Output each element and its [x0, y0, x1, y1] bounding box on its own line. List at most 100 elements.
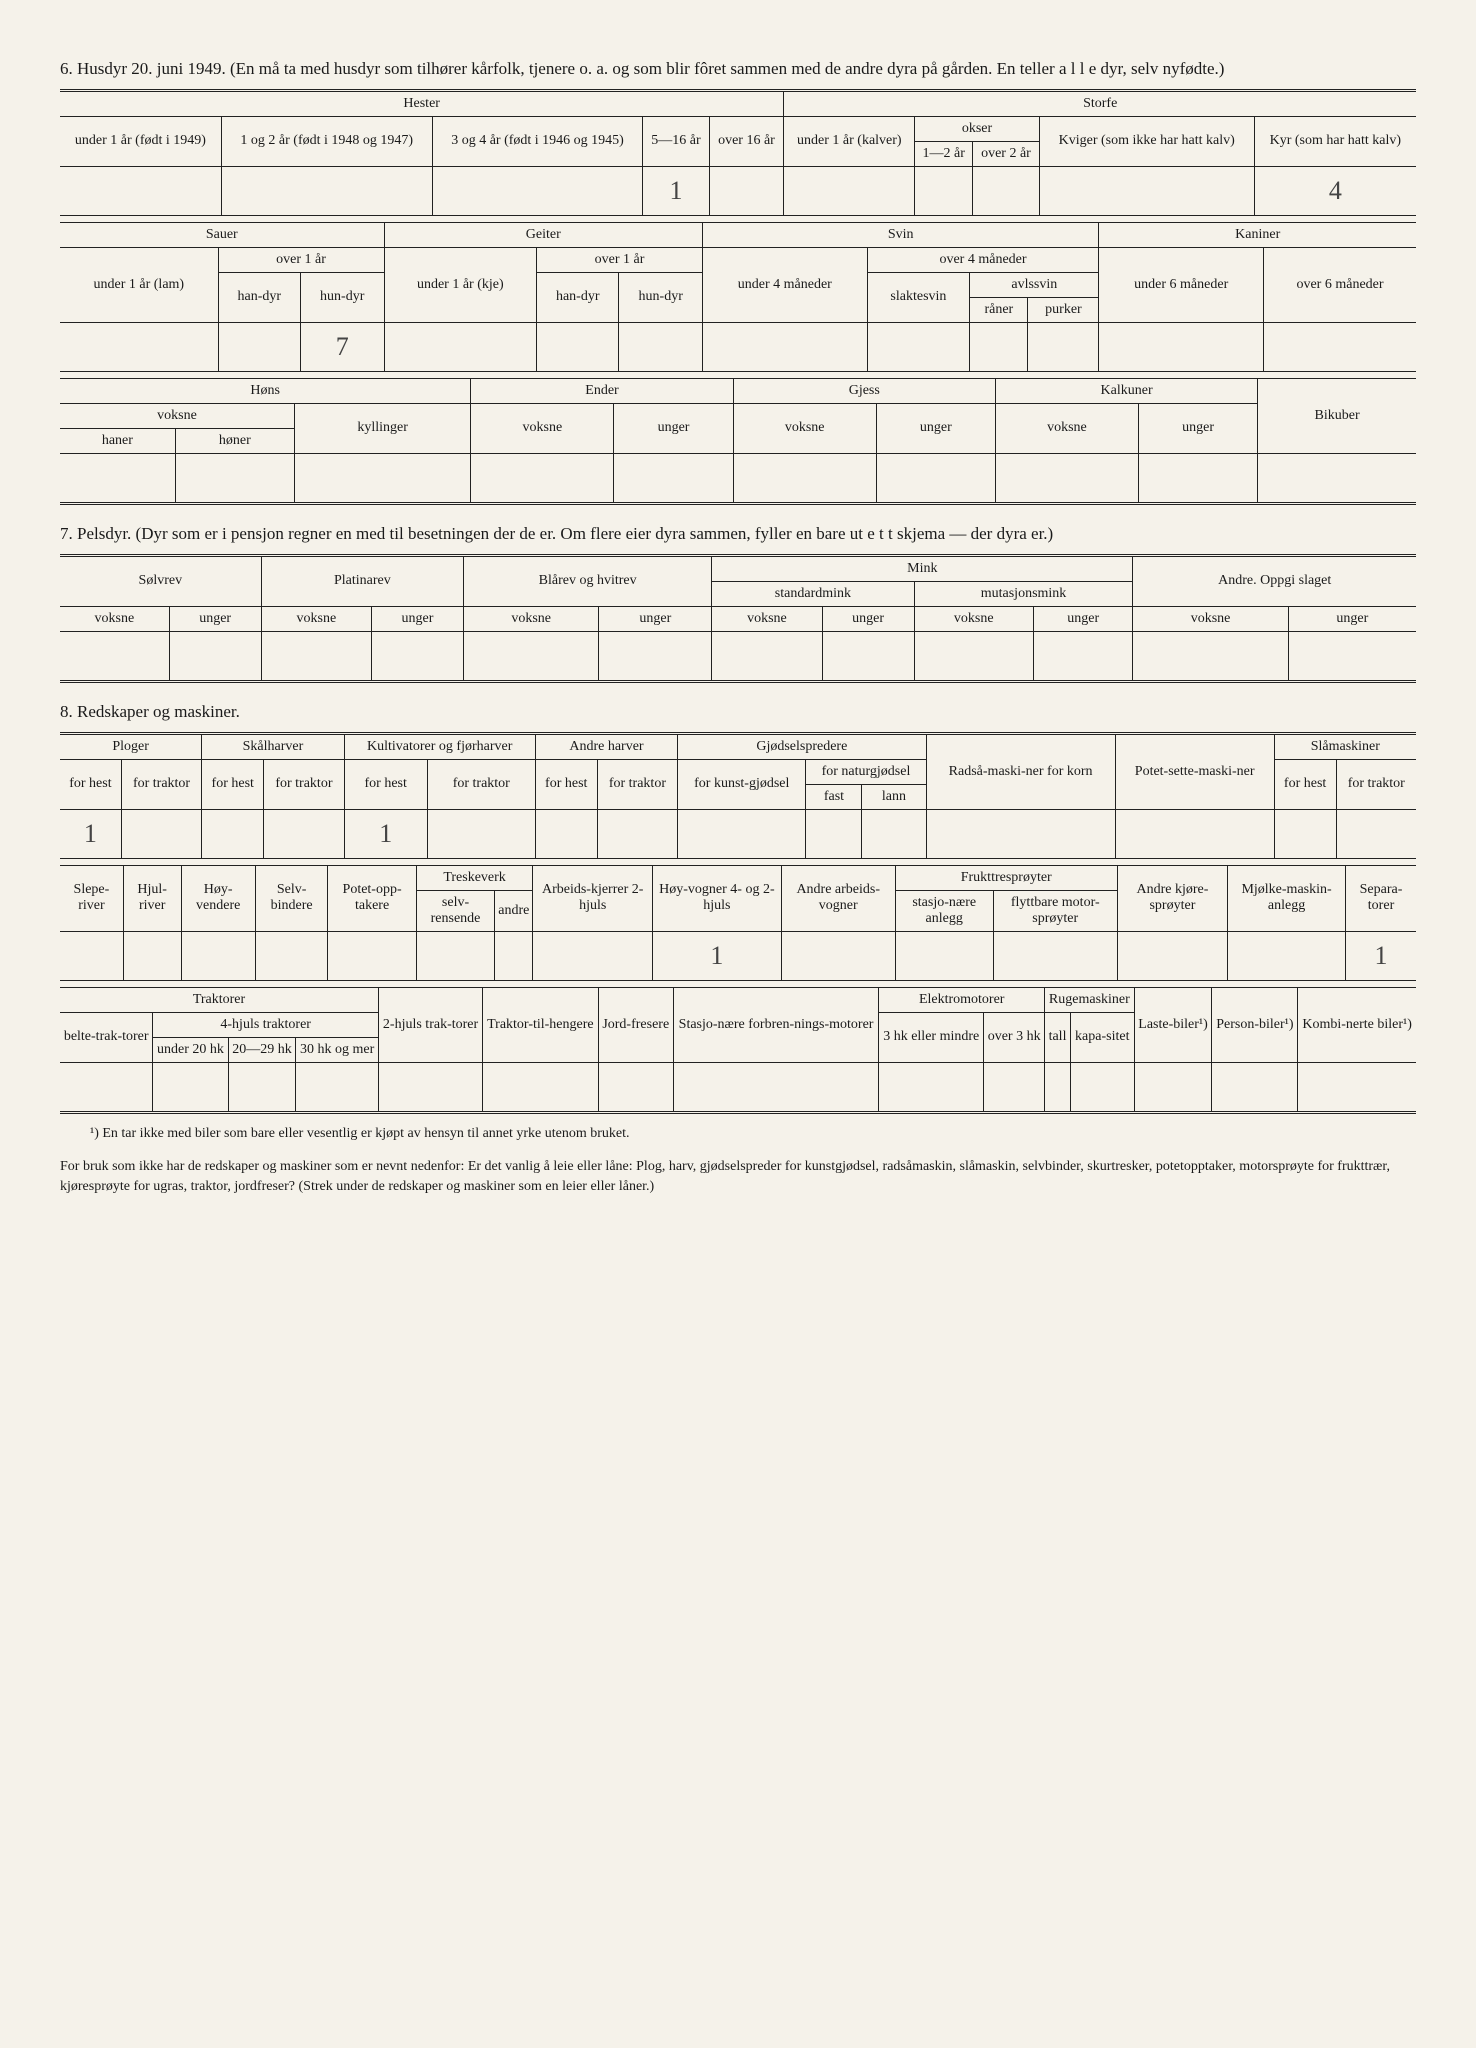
cell[interactable]: [60, 322, 218, 371]
cell[interactable]: [712, 631, 822, 681]
cell[interactable]: [169, 631, 261, 681]
cell[interactable]: [984, 1062, 1045, 1112]
cell[interactable]: [619, 322, 703, 371]
geiter-handyr: han-dyr: [537, 272, 619, 322]
cell[interactable]: [993, 931, 1117, 980]
cell[interactable]: [1288, 631, 1416, 681]
cell[interactable]: [867, 322, 970, 371]
forhest: for hest: [535, 759, 597, 809]
cell[interactable]: [598, 1062, 673, 1112]
cell[interactable]: [60, 631, 169, 681]
cell[interactable]: 7: [300, 322, 384, 371]
cell[interactable]: [806, 809, 862, 858]
cell[interactable]: [673, 1062, 878, 1112]
cell[interactable]: [709, 166, 784, 215]
cell[interactable]: 1: [344, 809, 427, 858]
cell[interactable]: [153, 1062, 228, 1112]
cell[interactable]: [123, 931, 181, 980]
cell[interactable]: [471, 453, 614, 503]
geiter-over1: over 1 år: [537, 247, 703, 272]
cell[interactable]: 4: [1254, 166, 1416, 215]
cell[interactable]: [416, 931, 494, 980]
cell[interactable]: [614, 453, 733, 503]
cell[interactable]: [202, 809, 264, 858]
cell[interactable]: [121, 809, 201, 858]
cell[interactable]: [294, 453, 470, 503]
cell[interactable]: [970, 322, 1028, 371]
fortraktor: for traktor: [121, 759, 201, 809]
cell[interactable]: [328, 931, 416, 980]
cell[interactable]: [427, 809, 535, 858]
cell[interactable]: [914, 631, 1033, 681]
cell[interactable]: [1258, 453, 1416, 503]
cell[interactable]: [1138, 453, 1257, 503]
cell[interactable]: [1070, 1062, 1134, 1112]
cell[interactable]: [1033, 631, 1133, 681]
cell[interactable]: [733, 453, 876, 503]
storfe-kviger: Kviger (som ikke har hatt kalv): [1039, 116, 1254, 166]
cell[interactable]: [261, 631, 371, 681]
cell[interactable]: [597, 809, 677, 858]
cell[interactable]: [678, 809, 806, 858]
cell[interactable]: 1: [653, 931, 782, 980]
cell[interactable]: [533, 931, 653, 980]
hk3eller: 3 hk eller mindre: [879, 1012, 984, 1062]
forhest: for hest: [202, 759, 264, 809]
cell[interactable]: [876, 453, 995, 503]
cell[interactable]: [463, 631, 598, 681]
cell[interactable]: [60, 931, 123, 980]
hons-honer: høner: [175, 428, 294, 453]
cell[interactable]: [175, 453, 294, 503]
cell[interactable]: 1: [643, 166, 709, 215]
cell[interactable]: [915, 166, 973, 215]
cell[interactable]: [1099, 322, 1264, 371]
cell[interactable]: [703, 322, 868, 371]
cell[interactable]: [879, 1062, 984, 1112]
cell[interactable]: [483, 1062, 599, 1112]
cell[interactable]: [862, 809, 926, 858]
cell[interactable]: 1: [1346, 931, 1416, 980]
cell[interactable]: [264, 809, 344, 858]
cell[interactable]: [1264, 322, 1416, 371]
cell[interactable]: [535, 809, 597, 858]
cell[interactable]: [218, 322, 300, 371]
cell[interactable]: [537, 322, 619, 371]
cell[interactable]: [60, 1062, 153, 1112]
cell[interactable]: [822, 631, 914, 681]
cell[interactable]: [1028, 322, 1099, 371]
cell[interactable]: [1336, 809, 1416, 858]
cell[interactable]: [384, 322, 537, 371]
cell[interactable]: [221, 166, 432, 215]
cell[interactable]: [1045, 1062, 1071, 1112]
cell[interactable]: [255, 931, 328, 980]
cell[interactable]: [1117, 931, 1227, 980]
cell[interactable]: [60, 166, 221, 215]
cell[interactable]: [1134, 1062, 1212, 1112]
cell[interactable]: [781, 931, 895, 980]
cell[interactable]: 1: [60, 809, 121, 858]
cell[interactable]: [1298, 1062, 1416, 1112]
cell[interactable]: [895, 931, 993, 980]
cell[interactable]: [379, 1062, 483, 1112]
cell[interactable]: [228, 1062, 296, 1112]
cell[interactable]: [1212, 1062, 1298, 1112]
cell[interactable]: [1115, 809, 1274, 858]
tohjuls: 2-hjuls trak-torer: [379, 987, 483, 1062]
cell[interactable]: [60, 453, 175, 503]
cell[interactable]: [432, 166, 643, 215]
cell[interactable]: [973, 166, 1040, 215]
cell[interactable]: [599, 631, 712, 681]
cell[interactable]: [926, 809, 1115, 858]
cell[interactable]: [1133, 631, 1288, 681]
cell[interactable]: [296, 1062, 379, 1112]
cell[interactable]: [784, 166, 915, 215]
cell[interactable]: [1274, 809, 1336, 858]
andre_t: andre: [495, 890, 533, 931]
cell[interactable]: [1228, 931, 1346, 980]
cell[interactable]: [495, 931, 533, 980]
cell[interactable]: [1039, 166, 1254, 215]
cell[interactable]: [181, 931, 255, 980]
cell[interactable]: [372, 631, 464, 681]
cell[interactable]: [995, 453, 1138, 503]
svin-purker: purker: [1028, 297, 1099, 322]
